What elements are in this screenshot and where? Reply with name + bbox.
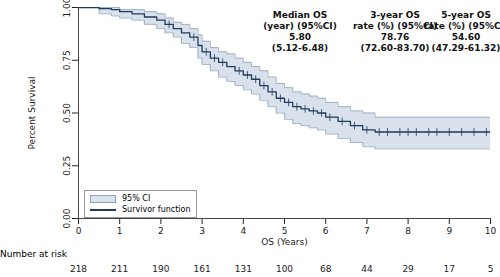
svg-text:7: 7 [364, 226, 370, 236]
html-text:(5.12-6.48): (5.12-6.48) [271, 43, 329, 53]
html-text:78.76: 78.76 [380, 32, 410, 42]
svg-text:0.00: 0.00 [62, 208, 72, 228]
html-text:(47.29-61.32): (47.29-61.32) [431, 43, 500, 53]
svg-text:9: 9 [446, 226, 452, 236]
html-text:Number at risk: Number at risk [0, 249, 67, 259]
svg-text:5: 5 [282, 226, 288, 236]
html-text:54.60: 54.60 [451, 32, 481, 42]
html-text:5.80: 5.80 [288, 32, 312, 42]
svg-text:3: 3 [199, 226, 205, 236]
html-text:95% CI: 95% CI [122, 194, 151, 203]
svg-text:218: 218 [70, 264, 87, 274]
html-text:rate (%) (95%CI): rate (%) (95%CI) [352, 21, 438, 31]
svg-text:8: 8 [405, 226, 411, 236]
svg-text:68: 68 [320, 264, 332, 274]
svg-text:4: 4 [240, 226, 246, 236]
svg-text:5: 5 [488, 264, 494, 274]
html-text:(year) (95%CI): (year) (95%CI) [263, 21, 337, 31]
html-text:Median OS: Median OS [272, 10, 328, 20]
svg-text:Percent Survival: Percent Survival [27, 76, 37, 149]
svg-text:2: 2 [158, 226, 164, 236]
svg-text:161: 161 [194, 264, 211, 274]
svg-text:10: 10 [485, 226, 497, 236]
svg-text:29: 29 [402, 264, 414, 274]
svg-text:211: 211 [111, 264, 128, 274]
svg-text:6: 6 [323, 226, 329, 236]
svg-text:OS (Years): OS (Years) [261, 237, 307, 247]
svg-text:100: 100 [276, 264, 293, 274]
html-text:5-year OS: 5-year OS [441, 10, 491, 20]
svg-text:1.00: 1.00 [62, 0, 72, 18]
svg-text:0.50: 0.50 [62, 103, 72, 123]
svg-text:190: 190 [152, 264, 169, 274]
svg-text:17: 17 [444, 264, 455, 274]
html-text:(72.60-83.70): (72.60-83.70) [360, 43, 430, 53]
svg-text:1: 1 [117, 226, 123, 236]
svg-text:0: 0 [76, 226, 82, 236]
svg-text:0.75: 0.75 [62, 50, 72, 70]
svg-text:131: 131 [235, 264, 252, 274]
svg-text:0.25: 0.25 [62, 156, 72, 176]
html-text:3-year OS: 3-year OS [370, 10, 420, 20]
html-text:Survivor function: Survivor function [122, 205, 191, 214]
svg-text:44: 44 [361, 264, 373, 274]
